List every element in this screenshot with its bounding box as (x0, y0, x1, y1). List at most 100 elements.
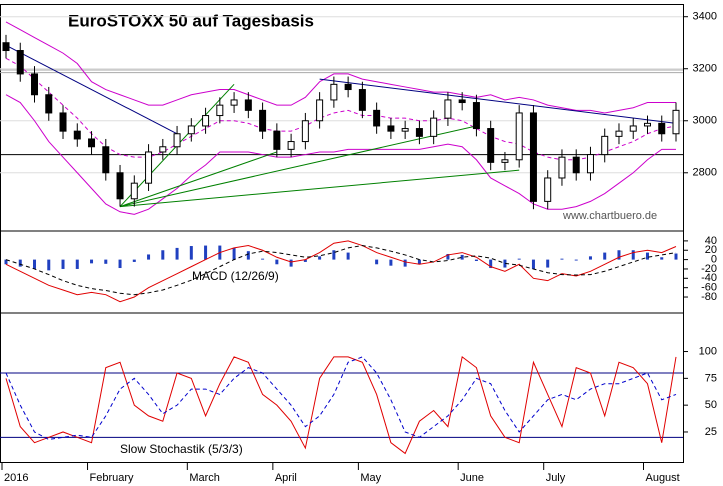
y-tick-label: 3400 (693, 11, 717, 23)
y-tick-label: -60 (701, 282, 717, 294)
trendline (119, 125, 477, 208)
x-tick-label: February (90, 472, 135, 484)
histogram-bar (175, 247, 179, 260)
y-tick-label: 40 (705, 235, 717, 247)
histogram-bar (189, 246, 193, 260)
candle-body (116, 172, 124, 200)
candle-body (472, 102, 480, 130)
candle-body (387, 125, 395, 132)
candle-body (572, 156, 580, 174)
stochastic-label: Slow Stochastik (5/3/3) (120, 442, 243, 456)
histogram-bar (460, 254, 464, 260)
candle-body (2, 42, 10, 52)
histogram-bar (403, 259, 407, 267)
x-tick-label: June (460, 472, 484, 484)
y-tick-label: 2800 (693, 167, 717, 179)
band-lower (5, 94, 676, 215)
histogram-bar (517, 258, 521, 260)
candle-body (316, 99, 324, 122)
candle-body (344, 83, 352, 91)
candle-body (216, 104, 224, 117)
histogram-bar (275, 259, 279, 265)
trendline (119, 151, 278, 208)
histogram-bar (560, 258, 564, 260)
candle-body (301, 120, 309, 143)
histogram-bar (332, 250, 336, 260)
candle-body (672, 109, 680, 135)
candle-body (658, 122, 666, 135)
histogram-bar (617, 250, 621, 260)
candle-body (45, 94, 53, 114)
histogram-bar (232, 247, 236, 260)
x-tick-label: July (546, 472, 566, 484)
histogram-bar (603, 252, 607, 260)
x-tick-label: May (360, 472, 381, 484)
candle-body (643, 122, 651, 127)
candle-body (31, 73, 39, 96)
x-tick-label: August (645, 472, 679, 484)
candle-body (330, 83, 338, 101)
candle-body (202, 115, 210, 127)
candle-body (430, 117, 438, 137)
histogram-bar (389, 259, 393, 266)
candle-body (244, 99, 252, 111)
line (5, 240, 677, 303)
trendline (5, 44, 178, 135)
candle-body (59, 112, 67, 132)
chart-title: EuroSTOXX 50 auf Tagesbasis (68, 11, 314, 30)
plot-frame (0, 4, 684, 463)
histogram-bar (531, 259, 535, 269)
trendline (319, 78, 677, 124)
histogram-bar (33, 259, 37, 269)
histogram-bar (104, 259, 108, 264)
histogram-bar (631, 250, 635, 260)
line (5, 356, 677, 440)
candle-body (458, 99, 466, 104)
histogram-bar (261, 258, 265, 260)
histogram-bar (161, 250, 165, 260)
y-tick-label: 25 (705, 426, 717, 438)
candle-body (187, 125, 195, 135)
histogram-bar (375, 259, 379, 265)
histogram-bar (346, 252, 350, 260)
histogram-bar (588, 256, 592, 260)
histogram-bar (246, 251, 250, 260)
histogram-bar (489, 259, 493, 269)
histogram-bar (118, 259, 122, 269)
candle-body (102, 146, 110, 174)
histogram-bar (446, 253, 450, 260)
y-tick-label: 0 (711, 254, 717, 266)
candle-body (73, 130, 81, 140)
histogram-bar (660, 257, 664, 260)
candle-body (501, 159, 509, 163)
histogram-bar (61, 259, 65, 269)
watermark: www.chartbuero.de (562, 210, 657, 222)
y-tick-label: 3200 (693, 63, 717, 75)
histogram-bar (289, 259, 293, 267)
candle-body (615, 130, 623, 137)
histogram-bar (645, 252, 649, 260)
candle-body (273, 130, 281, 150)
candle-body (601, 135, 609, 156)
histogram-bar (47, 259, 51, 271)
y-tick-label: 100 (699, 345, 717, 357)
line (5, 356, 677, 455)
x-tick-label: 2016 (4, 472, 28, 484)
candle-body (515, 112, 523, 161)
histogram-bar (147, 254, 151, 260)
candle-body (130, 182, 138, 200)
y-tick-label: -40 (701, 272, 717, 284)
macd-label: MACD (12/26/9) (192, 269, 279, 283)
trendline (119, 169, 520, 208)
histogram-bar (546, 259, 550, 268)
candle-body (558, 156, 566, 179)
candle-body (16, 50, 24, 75)
histogram-bar (674, 253, 678, 260)
histogram-bar (417, 259, 421, 265)
candle-body (159, 146, 167, 153)
candle-body (544, 177, 552, 202)
histogram-bar (474, 259, 478, 262)
candle-body (88, 138, 96, 148)
